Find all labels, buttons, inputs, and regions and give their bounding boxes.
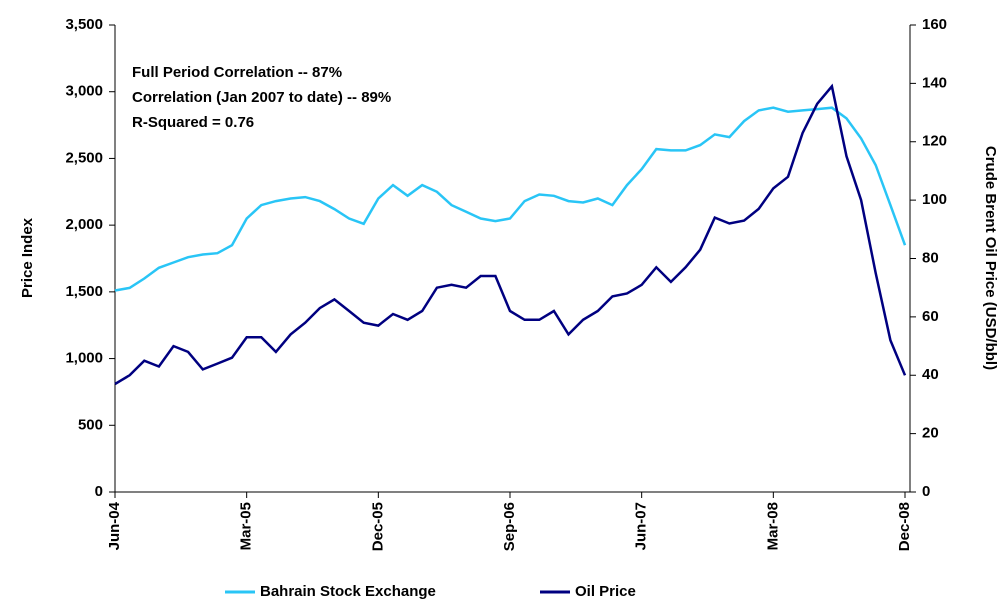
line-series: [114, 83, 907, 386]
y-tick-label: 1,500: [65, 283, 103, 300]
y-tick-label: 3,000: [65, 83, 103, 100]
x-tick-label: Mar-08: [764, 502, 781, 550]
x-tick-label: Jun-07: [633, 502, 650, 550]
y2-tick-label: 160: [922, 16, 947, 33]
y2-tick-label: 60: [922, 308, 939, 325]
x-tick-label: Sep-06: [501, 502, 518, 551]
y-tick-label: 0: [95, 483, 103, 500]
y2-tick-label: 0: [922, 483, 930, 500]
y-axis-label: Price Index: [19, 217, 36, 298]
legend-label: Oil Price: [575, 583, 636, 600]
x-tick-label: Jun-04: [106, 501, 123, 550]
y2-tick-label: 140: [922, 74, 947, 91]
y2-tick-label: 80: [922, 249, 939, 266]
line-series: [114, 106, 907, 292]
annotation: Correlation (Jan 2007 to date) -- 89%: [132, 89, 391, 106]
annotation: R-Squared = 0.76: [132, 114, 254, 131]
y-tick-label: 2,000: [65, 216, 103, 233]
y-tick-label: 2,500: [65, 149, 103, 166]
x-tick-label: Dec-08: [896, 502, 913, 551]
y2-tick-label: 100: [922, 191, 947, 208]
y2-tick-label: 120: [922, 133, 947, 150]
x-tick-label: Dec-05: [369, 502, 386, 551]
y2-tick-label: 40: [922, 366, 939, 383]
y-tick-label: 500: [78, 416, 103, 433]
legend-label: Bahrain Stock Exchange: [260, 583, 436, 600]
y2-axis-label: Crude Brent Oil Price (USD/bbl): [982, 146, 999, 370]
y-tick-label: 1,000: [65, 350, 103, 367]
y-tick-label: 3,500: [65, 16, 103, 33]
y2-tick-label: 20: [922, 425, 939, 442]
annotation: Full Period Correlation -- 87%: [132, 64, 342, 81]
x-tick-label: Mar-05: [238, 502, 255, 550]
